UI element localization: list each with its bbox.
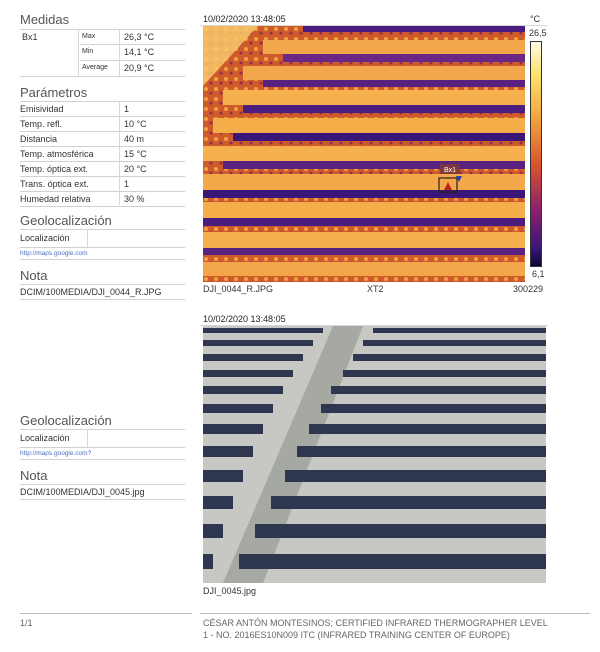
param-label: Distancia — [20, 134, 58, 144]
credit-line-2: 1 - NO. 2016ES10N009 ITC (INFRARED TRAIN… — [203, 630, 510, 640]
stat-label-min: Min — [82, 48, 94, 55]
divider — [20, 131, 185, 132]
thermal-unit: °C — [530, 14, 541, 24]
divider — [20, 206, 185, 207]
param-label: Temp. óptica ext. — [20, 164, 89, 174]
divider — [20, 76, 185, 77]
divider — [20, 484, 185, 485]
divider — [20, 284, 185, 285]
divider — [78, 30, 79, 76]
param-value: 20 °C — [124, 164, 147, 174]
medidas-title: Medidas — [20, 12, 70, 27]
stat-label-max: Max — [82, 33, 96, 40]
nota-title: Nota — [20, 268, 48, 283]
divider — [20, 429, 185, 430]
color-scale-bar — [530, 41, 542, 267]
divider — [80, 60, 185, 61]
divider — [20, 299, 185, 300]
thermal-timestamp: 10/02/2020 13:48:05 — [203, 14, 286, 24]
localizacion-label: Localización — [20, 233, 70, 243]
geolocalizacion-title-2: Geolocalización — [20, 413, 112, 428]
camera-serial: 300229 — [513, 284, 544, 294]
divider — [20, 459, 185, 460]
divider — [200, 613, 590, 614]
divider — [20, 146, 185, 147]
divider — [20, 161, 185, 162]
geolocalizacion-title: Geolocalización — [20, 213, 112, 228]
min-marker-icon — [456, 176, 462, 182]
parametros-title: Parámetros — [20, 85, 88, 100]
param-value: 30 % — [124, 194, 145, 204]
maps-link[interactable]: http://maps.google.com — [20, 250, 88, 257]
localizacion-label-2: Localización — [20, 433, 70, 443]
divider — [20, 499, 185, 500]
param-label: Emisividad — [20, 104, 64, 114]
stat-value-max: 26,3 °C — [124, 32, 155, 42]
param-value: 15 °C — [124, 149, 147, 159]
scale-min: 6,1 — [532, 269, 545, 279]
divider — [80, 44, 185, 45]
measurement-box[interactable] — [438, 177, 458, 193]
divider — [20, 613, 192, 614]
max-marker-icon — [444, 182, 452, 190]
camera-model: XT2 — [367, 284, 384, 294]
divider — [20, 176, 185, 177]
divider — [119, 101, 120, 205]
divider — [87, 229, 88, 247]
divider — [20, 247, 185, 248]
page-number: 1/1 — [20, 618, 33, 628]
divider — [20, 101, 185, 102]
visual-timestamp: 10/02/2020 13:48:05 — [203, 314, 286, 324]
maps-link-2[interactable]: http://maps.google.com? — [20, 450, 92, 457]
nota-text: DCIM/100MEDIA/DJI_0044_R.JPG — [20, 287, 162, 297]
divider — [20, 116, 185, 117]
divider — [20, 29, 185, 30]
divider — [200, 325, 548, 326]
credit-line-1: CÉSAR ANTÓN MONTESINOS; CERTIFIED INFRAR… — [203, 618, 548, 628]
thermal-filename: DJI_0044_R.JPG — [203, 284, 274, 294]
visual-filename: DJI_0045.jpg — [203, 586, 257, 596]
divider — [20, 447, 185, 448]
ir-panel-rows — [203, 26, 525, 276]
box-label: Bx1 — [444, 167, 456, 174]
nota-title-2: Nota — [20, 468, 48, 483]
divider — [87, 429, 88, 447]
param-label: Humedad relativa — [20, 194, 91, 204]
box-name: Bx1 — [22, 32, 38, 42]
param-label: Temp. atmosférica — [20, 149, 94, 159]
stat-value-average: 20,9 °C — [124, 63, 155, 73]
nota-text-2: DCIM/100MEDIA/DJI_0045.jpg — [20, 487, 145, 497]
solar-panel-rows — [203, 328, 546, 569]
divider — [20, 191, 185, 192]
param-value: 1 — [124, 104, 130, 114]
stat-label-average: Average — [82, 64, 108, 71]
param-value: 40 m — [124, 134, 145, 144]
divider — [20, 259, 185, 260]
divider — [200, 25, 548, 26]
param-label: Temp. refl. — [20, 119, 63, 129]
scale-max: 26,5 — [529, 28, 547, 38]
param-value: 10 °C — [124, 119, 147, 129]
param-value: 1 — [124, 179, 130, 189]
thermal-image: Bx1 — [203, 26, 525, 282]
divider — [119, 30, 120, 76]
param-label: Trans. óptica ext. — [20, 179, 89, 189]
stat-value-min: 14,1 °C — [124, 47, 155, 57]
visual-image — [203, 326, 546, 583]
divider — [20, 229, 185, 230]
